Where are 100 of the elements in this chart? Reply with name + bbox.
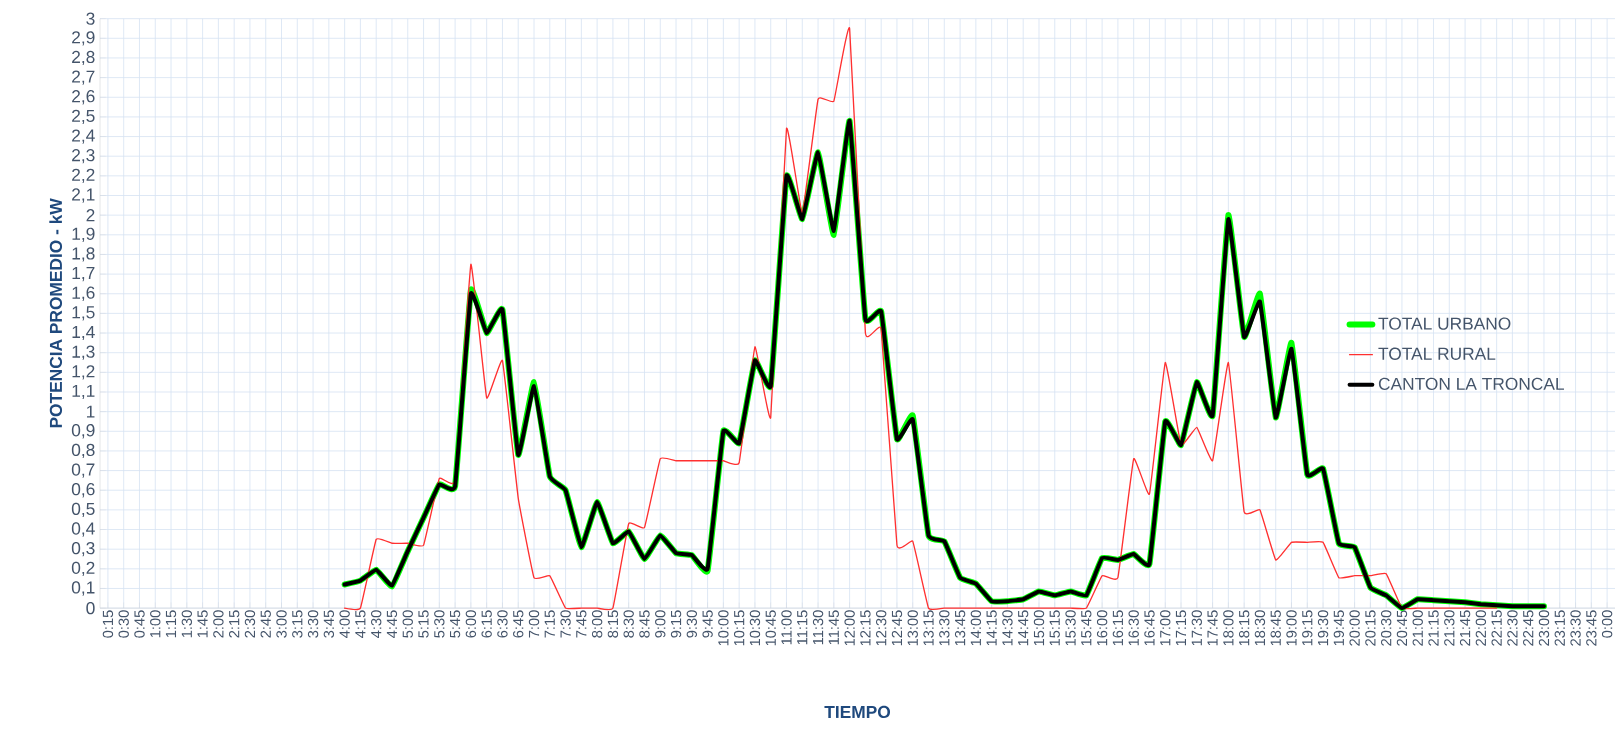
- y-tick-label: 2,8: [72, 50, 95, 65]
- x-tick-label: 10:00: [718, 610, 729, 646]
- x-tick-label: 5:45: [449, 610, 461, 638]
- x-tick-label: 23:15: [1554, 610, 1565, 646]
- x-tick-label: 19:45: [1333, 610, 1345, 646]
- y-tick-label: 1: [86, 405, 95, 418]
- y-tick-label: 0,2: [71, 561, 95, 576]
- y-tick-label: 1,8: [72, 247, 95, 262]
- x-tick-label: 14:00: [970, 610, 982, 646]
- x-tick-label: 13:15: [923, 610, 934, 646]
- x-tick-label: 22:15: [1491, 610, 1502, 646]
- x-tick-label: 12:45: [891, 610, 903, 646]
- y-tick-label: 2,9: [72, 30, 95, 46]
- x-tick-label: 23:00: [1538, 610, 1550, 646]
- x-tick-label: 18:00: [1223, 610, 1234, 646]
- x-tick-label: 17:15: [1175, 610, 1187, 646]
- x-tick-label: 15:15: [1049, 610, 1060, 646]
- x-tick-label: 16:00: [1096, 610, 1108, 646]
- y-axis-title: POTENCIA PROMEDIO - kW: [49, 198, 63, 428]
- y-tick-label: 0,9: [71, 423, 95, 439]
- x-tick-label: 5:30: [434, 610, 445, 638]
- x-tick-label: 23:45: [1586, 610, 1597, 646]
- x-tick-label: 17:30: [1191, 610, 1202, 646]
- y-tick-label: 2,1: [72, 188, 95, 203]
- x-tick-label: 11:30: [812, 610, 824, 644]
- x-tick-label: 6:15: [481, 610, 492, 638]
- x-tick-label: 14:30: [1002, 610, 1013, 646]
- legend-label: TOTAL RURAL: [1378, 347, 1496, 360]
- y-tick-label: 0,7: [71, 463, 95, 478]
- x-tick-label: 7:15: [544, 610, 555, 638]
- x-tick-label: 2:15: [228, 610, 240, 638]
- x-tick-label: 15:45: [1081, 610, 1092, 646]
- x-tick-label: 17:00: [1160, 610, 1171, 646]
- x-tick-label: 1:45: [197, 610, 208, 637]
- x-tick-label: 4:45: [386, 610, 398, 638]
- x-tick-label: 10:30: [749, 610, 761, 646]
- y-tick-label: 2,4: [72, 129, 95, 144]
- x-tick-label: 7:00: [528, 610, 540, 638]
- x-tick-label: 7:45: [576, 610, 587, 638]
- x-tick-label: 0:30: [118, 610, 129, 638]
- x-tick-label: 5:15: [418, 610, 429, 638]
- y-tick-label: 1,1: [72, 384, 95, 399]
- x-tick-label: 6:45: [513, 610, 524, 638]
- y-tick-label: 0,3: [71, 541, 95, 557]
- x-tick-label: 11:45: [828, 610, 839, 644]
- x-tick-label: 4:00: [339, 610, 350, 638]
- x-tick-label: 13:00: [907, 610, 918, 646]
- legend-label: CANTON LA TRONCAL: [1378, 377, 1564, 390]
- x-tick-label: 16:45: [1144, 610, 1155, 646]
- x-tick-label: 16:30: [1128, 610, 1139, 646]
- x-axis-title: TIEMPO: [824, 705, 891, 718]
- x-tick-label: 15:00: [1033, 610, 1045, 646]
- x-tick-label: 10:45: [765, 610, 776, 646]
- x-tick-label: 11:00: [781, 610, 792, 644]
- y-tick-label: 1,9: [72, 227, 95, 242]
- y-tick-label: 2: [86, 208, 95, 221]
- y-tick-label: 2,7: [72, 70, 95, 85]
- x-tick-label: 18:30: [1254, 610, 1266, 646]
- y-tick-label: 2,6: [72, 89, 95, 105]
- x-tick-label: 9:00: [655, 610, 666, 638]
- y-tick-label: 0: [86, 601, 95, 615]
- x-tick-label: 21:00: [1412, 610, 1423, 646]
- y-tick-label: 1,4: [72, 325, 95, 340]
- x-tick-label: 18:15: [1238, 610, 1250, 646]
- y-tick-label: 1,2: [72, 364, 95, 380]
- y-tick-label: 1,6: [72, 286, 95, 301]
- x-tick-label: 7:30: [560, 610, 571, 638]
- y-tick-label: 2,2: [72, 168, 95, 183]
- y-tick-label: 0,4: [71, 522, 95, 537]
- x-tick-label: 14:15: [986, 610, 997, 646]
- x-tick-label: 2:45: [260, 610, 271, 638]
- x-tick-label: 8:00: [591, 610, 603, 638]
- x-tick-label: 11:15: [797, 610, 808, 644]
- x-tick-label: 22:45: [1523, 610, 1534, 646]
- y-tick-label: 1,3: [72, 345, 95, 360]
- x-tick-label: 12:30: [876, 610, 887, 646]
- y-tick-label: 0,8: [71, 443, 95, 458]
- x-tick-label: 10:15: [733, 610, 745, 646]
- x-tick-label: 13:45: [954, 610, 966, 646]
- x-tick-label: 0:15: [102, 610, 114, 638]
- y-tick-label: 0,1: [71, 581, 95, 596]
- x-tick-label: 22:30: [1507, 610, 1518, 646]
- x-tick-label: 20:30: [1381, 610, 1392, 646]
- x-tick-label: 8:45: [639, 610, 650, 638]
- x-tick-label: 9:30: [686, 610, 698, 638]
- x-tick-label: 19:00: [1286, 610, 1297, 646]
- x-tick-label: 3:45: [323, 610, 335, 638]
- x-tick-label: 20:00: [1349, 610, 1360, 646]
- y-tick-label: 1,5: [72, 306, 95, 321]
- x-tick-label: 23:30: [1570, 610, 1581, 646]
- x-tick-label: 21:45: [1459, 610, 1471, 646]
- x-tick-label: 9:45: [702, 610, 713, 638]
- x-tick-label: 18:45: [1270, 610, 1281, 646]
- x-tick-label: 1:30: [181, 610, 193, 637]
- x-tick-label: 6:00: [465, 610, 477, 638]
- x-tick-label: 19:30: [1317, 610, 1329, 646]
- x-tick-label: 9:15: [670, 610, 682, 638]
- x-tick-label: 16:15: [1112, 610, 1124, 646]
- x-tick-label: 12:15: [860, 610, 871, 646]
- y-tick-label: 2,3: [72, 148, 95, 164]
